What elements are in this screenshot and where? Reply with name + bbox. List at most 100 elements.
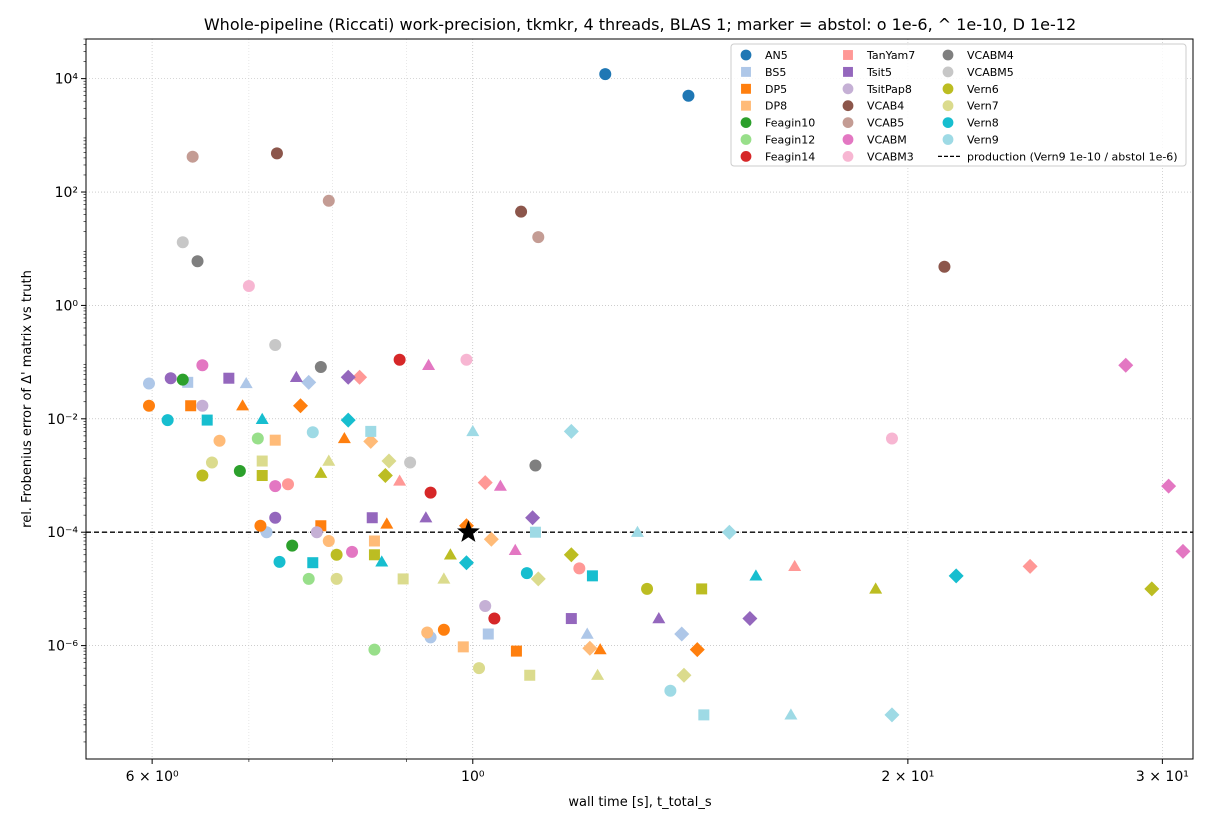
legend: AN5 BS5 DP5 DP8 Feagin10 Feagin12 Feagin14 TanY… bbox=[730, 43, 1187, 167]
point-dp8 bbox=[457, 641, 469, 653]
point-vcabm4 bbox=[314, 361, 327, 374]
legend-swatch-tsitpap8 bbox=[842, 83, 854, 95]
point-vern8 bbox=[375, 555, 389, 567]
legend-label-vcab4: VCAB4 bbox=[867, 100, 904, 113]
point-vern8 bbox=[273, 555, 286, 568]
point-dp8 bbox=[269, 434, 281, 446]
point-vern6 bbox=[696, 583, 708, 595]
point-dp5 bbox=[380, 517, 394, 529]
point-vcabm bbox=[196, 359, 209, 372]
point-vern7 bbox=[205, 456, 218, 469]
x-axis-label: wall time [s], t_total_s bbox=[568, 795, 711, 810]
legend-label-tanyam7: TanYam7 bbox=[866, 49, 915, 62]
point-vern8 bbox=[458, 555, 474, 571]
series-feagin12 bbox=[251, 432, 381, 656]
axis-ticks: 10⁻⁶ 10⁻⁴ 10⁻² 10⁰ 10² 10⁴ 6 × 10⁰ 10⁰ 2 × 10¹ 3 … bbox=[47, 38, 1189, 785]
point-dp5 bbox=[142, 399, 155, 412]
data-points bbox=[142, 68, 1191, 723]
point-vern7 bbox=[473, 662, 486, 675]
point-dp8 bbox=[213, 434, 226, 447]
point-vern9 bbox=[698, 709, 710, 721]
point-vcab5 bbox=[186, 150, 199, 163]
legend-swatch-vcab4 bbox=[842, 100, 854, 112]
legend-swatch-vern6 bbox=[942, 83, 954, 95]
y-tick-label: 10⁻² bbox=[47, 412, 78, 428]
point-vern9 bbox=[563, 423, 579, 439]
point-tanyam7 bbox=[282, 478, 295, 491]
point-vcabm bbox=[346, 545, 359, 558]
point-vcabm bbox=[508, 543, 522, 555]
point-vern9 bbox=[884, 707, 900, 723]
point-feagin14 bbox=[488, 612, 501, 625]
point-vern8 bbox=[255, 412, 269, 424]
point-vern9 bbox=[306, 426, 319, 439]
y-axis-label: rel. Frobenius error of Δ' matrix vs tru… bbox=[20, 270, 35, 528]
point-feagin12 bbox=[368, 643, 381, 656]
point-vcabm5 bbox=[176, 236, 189, 249]
point-dp5 bbox=[254, 519, 267, 532]
point-vern6 bbox=[368, 549, 380, 561]
point-vcabm bbox=[1161, 478, 1177, 494]
chart-title: Whole-pipeline (Riccati) work-precision,… bbox=[204, 15, 1076, 34]
y-tick-label: 10⁻⁴ bbox=[47, 525, 78, 541]
legend-label-dp5: DP5 bbox=[765, 83, 787, 96]
point-dp5 bbox=[510, 645, 522, 657]
legend-swatch-vcab5 bbox=[842, 117, 854, 128]
point-vern8 bbox=[749, 569, 763, 581]
legend-swatch-tanyam7 bbox=[843, 50, 853, 60]
point-vern9 bbox=[664, 684, 677, 697]
point-tanyam7 bbox=[573, 562, 586, 575]
legend-label-vern9: Vern9 bbox=[967, 134, 999, 147]
legend-label-tsitpap8: TsitPap8 bbox=[866, 83, 912, 96]
point-feagin12 bbox=[251, 432, 264, 445]
point-vern7 bbox=[591, 668, 605, 680]
point-tsit5 bbox=[366, 512, 378, 524]
point-vern8 bbox=[948, 568, 964, 584]
point-vern7 bbox=[330, 572, 343, 585]
legend-label-production: production (Vern9 1e-10 / abstol 1e-6) bbox=[967, 150, 1178, 163]
point-tsit5 bbox=[289, 370, 303, 382]
point-vern6 bbox=[314, 466, 328, 478]
point-tanyam7 bbox=[352, 369, 368, 385]
point-vcabm3 bbox=[460, 353, 473, 366]
legend-swatch-dp8 bbox=[741, 100, 751, 111]
point-vcabm3 bbox=[885, 432, 898, 445]
point-vern6 bbox=[196, 469, 209, 482]
point-vcabm4 bbox=[529, 459, 542, 472]
legend-label-vcab5: VCAB5 bbox=[867, 117, 904, 130]
legend-swatch-an5 bbox=[740, 49, 752, 61]
y-tick-label: 10⁻⁶ bbox=[47, 639, 78, 655]
point-dp8 bbox=[421, 626, 434, 639]
point-tsit5 bbox=[742, 611, 758, 627]
point-feagin10 bbox=[286, 539, 299, 552]
legend-label-vern7: Vern7 bbox=[967, 100, 999, 113]
series-vcabm5 bbox=[176, 236, 417, 469]
point-vern9 bbox=[630, 525, 644, 537]
point-vern7 bbox=[676, 667, 692, 683]
point-dp5 bbox=[437, 623, 450, 636]
legend-label-an5: AN5 bbox=[765, 49, 788, 62]
point-vern8 bbox=[520, 567, 533, 580]
legend-label-feagin10: Feagin10 bbox=[765, 117, 815, 130]
point-vern6 bbox=[443, 548, 457, 560]
series-vern9 bbox=[306, 423, 900, 723]
point-vern9 bbox=[365, 425, 377, 437]
point-vern7 bbox=[256, 455, 268, 467]
point-tsit5 bbox=[223, 372, 235, 384]
point-vcab5 bbox=[322, 194, 335, 207]
point-vcabm bbox=[269, 480, 282, 493]
point-tsit5 bbox=[269, 511, 282, 524]
point-vern7 bbox=[381, 453, 397, 469]
legend-label-vcabm4: VCABM4 bbox=[967, 49, 1014, 62]
series-vcabm3 bbox=[242, 280, 898, 445]
x-tick-label: 10⁰ bbox=[461, 769, 485, 785]
x-tick-label: 2 × 10¹ bbox=[881, 769, 934, 785]
point-bs5 bbox=[142, 377, 155, 390]
legend-label-dp8: DP8 bbox=[765, 100, 787, 113]
legend-label-vcabm5: VCABM5 bbox=[967, 66, 1014, 79]
point-vern8 bbox=[161, 414, 174, 427]
series-vcabm bbox=[196, 357, 1191, 559]
point-vern7 bbox=[397, 573, 409, 585]
point-tsit5 bbox=[340, 369, 356, 385]
